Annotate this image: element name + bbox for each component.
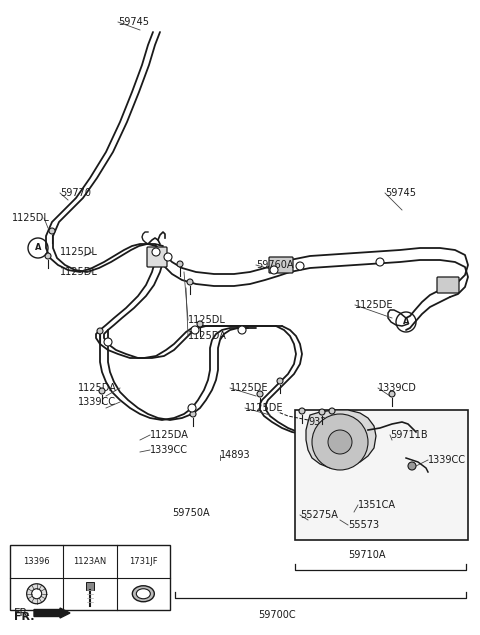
FancyBboxPatch shape [269,257,293,273]
Text: 1125DE: 1125DE [245,403,284,413]
Text: 1339CC: 1339CC [428,455,466,465]
Circle shape [45,253,51,259]
Circle shape [299,408,305,414]
Circle shape [152,248,160,256]
FancyBboxPatch shape [147,247,167,267]
Text: 1731JF: 1731JF [129,557,157,566]
Circle shape [97,328,103,334]
Circle shape [197,321,203,327]
Text: 55573: 55573 [348,520,379,530]
Polygon shape [306,410,376,468]
Circle shape [191,326,199,334]
Circle shape [99,388,105,394]
Text: 1125DL: 1125DL [60,247,98,257]
Text: FR.: FR. [14,612,35,622]
Text: 59750A: 59750A [172,508,210,518]
Text: 13396: 13396 [24,557,50,566]
Text: A: A [35,243,41,253]
Circle shape [329,408,335,414]
Circle shape [177,261,183,267]
Circle shape [257,391,263,397]
Circle shape [164,253,172,261]
Ellipse shape [136,589,150,599]
Text: 59710A: 59710A [348,550,385,560]
Text: 1125DE: 1125DE [230,383,268,393]
Text: 59745: 59745 [118,17,149,27]
Circle shape [32,589,42,599]
Circle shape [328,430,352,454]
Circle shape [296,262,304,270]
Circle shape [408,462,416,470]
Text: A: A [403,318,409,326]
Text: 1339CD: 1339CD [378,383,417,393]
Text: 93250D: 93250D [308,417,347,427]
Circle shape [49,228,55,234]
Text: 59760A: 59760A [256,260,293,270]
Circle shape [270,266,278,274]
Text: 59770: 59770 [60,188,91,198]
Text: 1125DA: 1125DA [188,331,227,341]
Text: 1125DL: 1125DL [12,213,50,223]
Circle shape [389,391,395,397]
Text: 59700C: 59700C [258,610,296,620]
Circle shape [190,411,196,417]
Text: 1125DA: 1125DA [78,383,117,393]
Text: 1351CA: 1351CA [358,500,396,510]
Circle shape [27,584,47,604]
Circle shape [312,414,368,470]
Circle shape [238,326,246,334]
Text: 1339CC: 1339CC [150,445,188,455]
Circle shape [319,409,325,415]
Text: 59745: 59745 [385,188,416,198]
Circle shape [187,279,193,285]
FancyBboxPatch shape [437,277,459,293]
FancyBboxPatch shape [295,410,468,540]
Ellipse shape [132,585,155,602]
Text: 59711B: 59711B [390,430,428,440]
Text: 1123AN: 1123AN [73,557,107,566]
Text: 1339CC: 1339CC [78,397,116,407]
Text: 1125DL: 1125DL [188,315,226,325]
Circle shape [277,378,283,384]
Text: 55275A: 55275A [300,510,338,520]
Text: 1125DA: 1125DA [150,430,189,440]
Text: 1125DE: 1125DE [355,300,394,310]
Text: FR.: FR. [14,608,31,618]
Circle shape [104,338,112,346]
FancyBboxPatch shape [86,582,94,590]
Circle shape [188,404,196,412]
FancyArrow shape [34,608,70,618]
Circle shape [376,258,384,266]
Text: 14893: 14893 [220,450,251,460]
Text: 1125DL: 1125DL [60,267,98,277]
